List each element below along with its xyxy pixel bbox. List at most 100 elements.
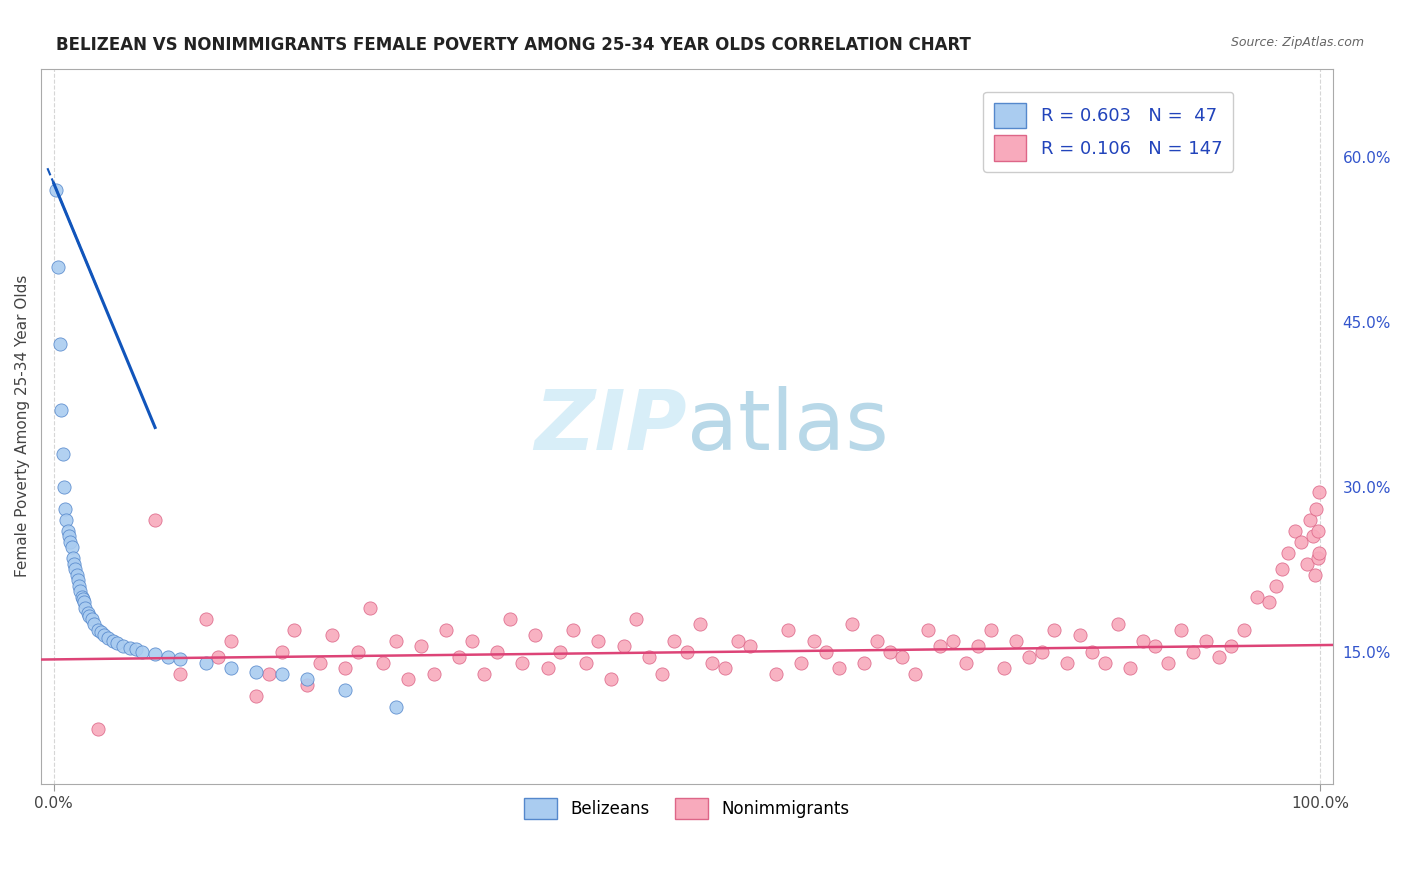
Point: [63, 557, 86, 571]
Point: [45, 183, 67, 197]
Point: [524, 628, 547, 642]
Point: [1277, 546, 1299, 560]
Point: [1005, 633, 1028, 648]
Point: [97, 632, 120, 646]
Point: [257, 666, 280, 681]
Point: [853, 656, 876, 670]
Point: [993, 661, 1015, 675]
Point: [62, 551, 84, 566]
Point: [422, 666, 444, 681]
Point: [118, 641, 141, 656]
Point: [1284, 524, 1306, 538]
Point: [75, 600, 97, 615]
Text: atlas: atlas: [688, 385, 889, 467]
Point: [270, 666, 292, 681]
Point: [46, 260, 69, 274]
Point: [52, 480, 75, 494]
Point: [967, 639, 990, 653]
Point: [219, 633, 242, 648]
Point: [460, 633, 482, 648]
Point: [866, 633, 889, 648]
Point: [308, 656, 330, 670]
Point: [1289, 534, 1312, 549]
Point: [904, 666, 927, 681]
Point: [169, 666, 191, 681]
Point: [80, 612, 103, 626]
Point: [651, 666, 673, 681]
Point: [1303, 567, 1326, 582]
Point: [87, 722, 110, 736]
Point: [714, 661, 737, 675]
Point: [1157, 656, 1180, 670]
Point: [69, 584, 91, 599]
Point: [1264, 579, 1286, 593]
Point: [194, 612, 217, 626]
Point: [87, 623, 110, 637]
Point: [60, 540, 83, 554]
Point: [169, 652, 191, 666]
Point: [676, 645, 699, 659]
Point: [55, 513, 77, 527]
Point: [498, 612, 520, 626]
Point: [917, 623, 939, 637]
Y-axis label: Female Poverty Among 25-34 Year Olds: Female Poverty Among 25-34 Year Olds: [15, 275, 30, 577]
Point: [295, 672, 318, 686]
Point: [626, 612, 648, 626]
Point: [59, 534, 82, 549]
Point: [841, 617, 863, 632]
Point: [1308, 524, 1330, 538]
Point: [58, 529, 80, 543]
Point: [537, 661, 560, 675]
Point: [125, 642, 148, 657]
Legend: Belizeans, Nonimmigrants: Belizeans, Nonimmigrants: [517, 792, 856, 825]
Point: [396, 672, 419, 686]
Point: [93, 628, 115, 642]
Point: [815, 645, 838, 659]
Point: [219, 661, 242, 675]
Point: [740, 639, 762, 653]
Point: [778, 623, 800, 637]
Point: [143, 647, 166, 661]
Point: [1081, 645, 1104, 659]
Point: [346, 645, 368, 659]
Point: [67, 579, 90, 593]
Point: [283, 623, 305, 637]
Point: [143, 513, 166, 527]
Point: [194, 656, 217, 670]
Text: BELIZEAN VS NONIMMIGRANTS FEMALE POVERTY AMONG 25-34 YEAR OLDS CORRELATION CHART: BELIZEAN VS NONIMMIGRANTS FEMALE POVERTY…: [56, 36, 972, 54]
Point: [270, 645, 292, 659]
Point: [434, 623, 457, 637]
Point: [409, 639, 432, 653]
Point: [689, 617, 711, 632]
Point: [1119, 661, 1142, 675]
Point: [828, 661, 851, 675]
Point: [613, 639, 636, 653]
Point: [575, 656, 598, 670]
Text: Source: ZipAtlas.com: Source: ZipAtlas.com: [1230, 36, 1364, 49]
Point: [891, 650, 914, 665]
Point: [485, 645, 508, 659]
Point: [1246, 590, 1268, 604]
Point: [90, 624, 112, 639]
Point: [53, 501, 76, 516]
Point: [955, 656, 977, 670]
Point: [66, 573, 89, 587]
Point: [1031, 645, 1053, 659]
Point: [1233, 623, 1256, 637]
Point: [207, 650, 229, 665]
Point: [1208, 650, 1230, 665]
Point: [73, 595, 96, 609]
Point: [1306, 551, 1329, 566]
Point: [56, 524, 79, 538]
Point: [510, 656, 533, 670]
Point: [51, 402, 73, 417]
Point: [77, 609, 100, 624]
Point: [131, 645, 153, 659]
Point: [803, 633, 825, 648]
Point: [156, 650, 179, 665]
Point: [70, 590, 93, 604]
Point: [105, 636, 128, 650]
Point: [112, 639, 135, 653]
Point: [447, 650, 470, 665]
Point: [384, 699, 406, 714]
